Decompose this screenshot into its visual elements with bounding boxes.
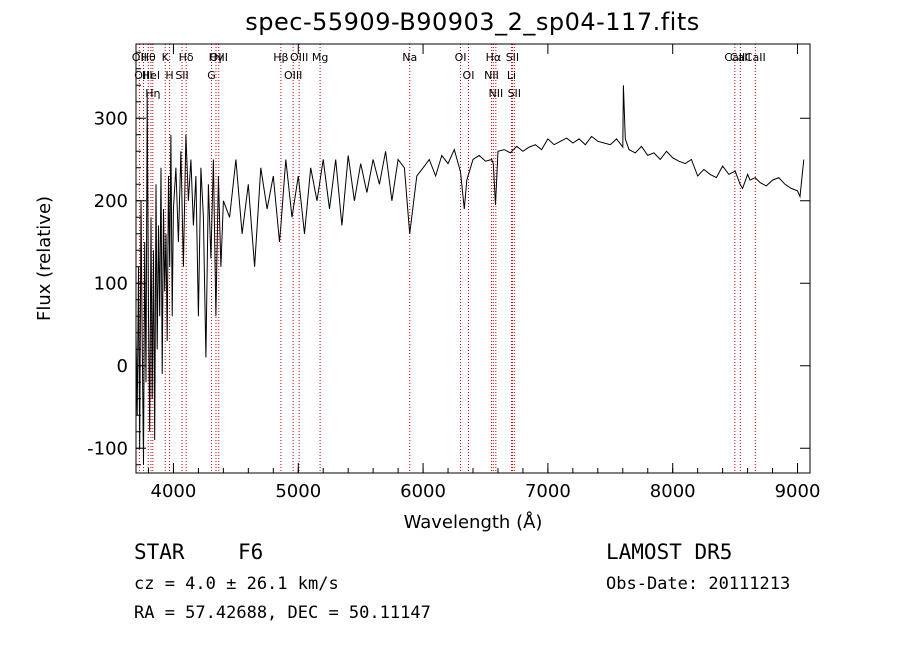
line-label: Hη — [145, 87, 160, 100]
line-label: OII — [132, 51, 147, 64]
line-label: Hβ — [273, 51, 288, 64]
x-tick-label: 5000 — [275, 481, 321, 502]
x-tick-label: 6000 — [400, 481, 446, 502]
star-class: STAR — [134, 540, 185, 564]
line-label: NII — [488, 87, 503, 100]
line-label: Hθ — [141, 51, 156, 64]
line-label: CaII — [745, 51, 766, 64]
line-label: HeI — [142, 69, 160, 82]
line-label: Hδ — [179, 51, 194, 64]
line-label: SII — [175, 69, 188, 82]
x-tick-label: 9000 — [775, 481, 821, 502]
spectrum-line — [135, 85, 805, 465]
line-label: OIII — [210, 51, 228, 64]
line-label: NII — [484, 69, 499, 82]
ra-dec: RA = 57.42688, DEC = 50.11147 — [134, 603, 431, 623]
x-tick-label: 8000 — [650, 481, 696, 502]
y-tick-label: -100 — [87, 438, 128, 459]
y-tick-label: 300 — [94, 108, 128, 129]
chart-title: spec-55909-B90903_2_sp04-117.fits — [245, 8, 700, 36]
line-label: G — [207, 69, 216, 82]
axis-ticks: 4000 5000 6000 7000 8000 9000 -100 0 100 200 300 — [87, 44, 820, 502]
obs-date: Obs-Date: 20111213 — [606, 574, 791, 594]
y-tick-label: 200 — [94, 191, 128, 212]
line-label: OI — [455, 51, 467, 64]
line-label: H — [165, 69, 173, 82]
line-label: SII — [508, 87, 521, 100]
line-label: OIII — [290, 51, 308, 64]
line-label: CaII — [730, 51, 751, 64]
cz-value: cz = 4.0 ± 26.1 km/s — [134, 574, 339, 594]
line-label: Li — [507, 69, 516, 82]
line-label: Hα — [486, 51, 502, 64]
x-tick-label: 7000 — [525, 481, 571, 502]
plot-frame — [135, 43, 811, 474]
line-label: Na — [402, 51, 417, 64]
x-tick-label: 4000 — [151, 481, 197, 502]
line-label: OIII — [134, 69, 152, 82]
y-tick-label: 100 — [94, 273, 128, 294]
line-label: OI — [463, 69, 475, 82]
y-axis-label: Flux (relative) — [34, 196, 55, 321]
line-label: K — [162, 51, 170, 64]
line-label: CaII — [724, 51, 745, 64]
subclass: F6 — [238, 540, 264, 564]
line-markers — [138, 44, 756, 473]
line-label: Mg — [312, 51, 328, 64]
line-label: SII — [506, 51, 519, 64]
x-axis-label: Wavelength (Å) — [404, 511, 543, 533]
survey-name: LAMOST DR5 — [606, 540, 733, 564]
y-tick-label: 0 — [117, 356, 128, 377]
line-label: Hγ — [209, 51, 224, 64]
line-label: OIII — [284, 69, 302, 82]
